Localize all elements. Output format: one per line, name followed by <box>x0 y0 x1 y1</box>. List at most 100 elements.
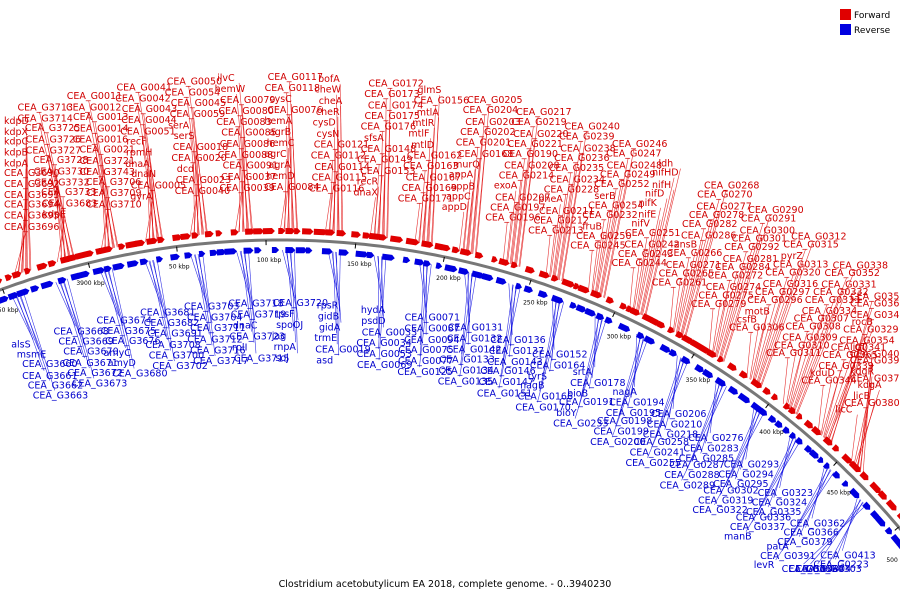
leader-line <box>243 250 256 321</box>
leader-line <box>580 316 600 398</box>
forward-gene <box>795 412 803 420</box>
leader-line <box>851 414 858 464</box>
leader-line <box>549 225 556 277</box>
leader-line <box>795 289 844 415</box>
forward-gene-label: hemA <box>264 116 292 127</box>
forward-gene-label: CEA_G0117 <box>268 72 323 83</box>
forward-gene-label: ansB <box>674 239 697 250</box>
reverse-gene-label: CEA_G3716 <box>190 345 245 356</box>
leader-line <box>805 466 828 528</box>
forward-gene-label: CEA_G0201 <box>456 137 511 148</box>
forward-gene-label: CEA_G0176 <box>361 122 416 133</box>
leader-line <box>859 376 873 472</box>
forward-gene <box>498 258 510 266</box>
tick-label: 400 kbp <box>759 429 784 436</box>
leader-line <box>284 158 287 232</box>
leader-line <box>427 127 435 245</box>
forward-gene-label: CEA_G0174 <box>368 100 423 111</box>
forward-gene-label: kdpD <box>4 116 29 127</box>
leader-line <box>757 269 796 385</box>
forward-gene <box>782 402 790 410</box>
reverse-gene-label: rpsF <box>274 309 294 320</box>
leader-line <box>459 274 477 377</box>
leader-line <box>240 250 252 332</box>
leader-line <box>195 254 210 335</box>
leader-line <box>509 202 518 265</box>
tick-label: 350 kbp <box>686 377 711 384</box>
forward-gene <box>629 307 640 316</box>
leader-line <box>107 268 128 337</box>
forward-gene-label: CEA_G3693 <box>4 190 59 201</box>
leader-line <box>338 252 341 356</box>
forward-gene-label: CEA_G0203 <box>465 117 520 128</box>
leader-line <box>507 190 517 264</box>
forward-gene-label: recR <box>357 177 379 188</box>
forward-gene <box>656 320 665 329</box>
leader-line <box>94 144 111 249</box>
forward-gene <box>98 246 113 255</box>
reverse-gene-label: CEA_G0071 <box>405 312 460 323</box>
reverse-gene <box>727 385 738 395</box>
leader-line <box>339 83 344 234</box>
leader-line <box>681 199 720 337</box>
forward-gene-label: CEA_G0148 <box>361 144 416 155</box>
forward-gene <box>770 393 778 401</box>
leader-line <box>637 207 661 314</box>
forward-gene-label: CEA_G0041 <box>117 82 172 93</box>
forward-gene-label: CEA_G0079 <box>220 95 275 106</box>
leader-line <box>672 278 681 332</box>
reverse-gene-label: CEA_G0276 <box>688 433 743 444</box>
leader-line <box>651 359 685 448</box>
forward-gene-label: ilvC <box>217 73 235 84</box>
leader-line <box>63 279 90 369</box>
leader-line <box>374 164 380 237</box>
leader-line <box>781 469 832 551</box>
reverse-gene <box>402 256 411 264</box>
forward-gene-label: CEA_G0023 <box>176 175 231 186</box>
reverse-gene-label: CEA_G0134 <box>439 365 494 376</box>
forward-gene-label: CEA_G3696 <box>4 222 59 233</box>
leader-line <box>498 286 521 389</box>
leader-line <box>190 254 207 302</box>
reverse-gene <box>224 248 237 255</box>
reverse-gene-label: CEA_G0283 <box>683 443 738 454</box>
reverse-gene <box>668 348 677 357</box>
forward-gene-label: serA <box>168 120 190 131</box>
position-ticks: 3850 kbp 3900 kbp 50 kbp 100 kbp 150 kbp 200 … <box>0 240 900 564</box>
reverse-gene <box>423 260 431 267</box>
forward-gene-label: CEA_G3692 <box>4 179 59 190</box>
forward-gene-label: csfB <box>737 315 757 326</box>
reverse-gene <box>523 285 533 293</box>
reverse-gene <box>822 462 830 469</box>
forward-gene-label: licT <box>850 342 867 353</box>
reverse-gene-label: CEA_G0366 <box>784 528 839 539</box>
reverse-gene <box>112 262 125 271</box>
leader-line <box>11 296 34 340</box>
reverse-gene-label: CEA_G0223 <box>813 559 868 570</box>
forward-gene-label: gyrA <box>130 192 153 203</box>
leader-line <box>282 249 295 299</box>
leader-line <box>749 324 760 380</box>
forward-gene-label: CEA_G0235 <box>549 163 604 174</box>
reverse-gene-label: CEA_G0233 <box>553 419 608 430</box>
leader-line <box>195 140 203 235</box>
reverse-gene-label: CEA_G3670 <box>63 347 118 358</box>
forward-gene-label: CEA_G0333 <box>805 295 860 306</box>
reverse-gene-label: CEA_G0319 <box>698 495 753 506</box>
forward-gene-label: CEA_G0316 <box>763 279 818 290</box>
forward-gene <box>762 386 771 395</box>
forward-gene-label: CEA_G0202 <box>460 127 515 138</box>
leader-line <box>108 268 131 359</box>
reverse-gene-label: CEA_G3717 <box>193 356 248 367</box>
forward-gene <box>405 237 420 246</box>
leader-line <box>188 86 208 235</box>
leader-line <box>718 263 745 359</box>
reverse-gene <box>714 376 726 387</box>
leader-line <box>684 211 719 338</box>
forward-gene <box>302 228 314 235</box>
leader-line <box>470 159 481 254</box>
leader-line <box>467 169 476 253</box>
forward-gene-label: sfsA <box>364 133 384 144</box>
reverse-gene-label: CEA_G0019 <box>315 344 370 355</box>
reverse-gene-label: CEA_G3672 <box>67 368 122 379</box>
